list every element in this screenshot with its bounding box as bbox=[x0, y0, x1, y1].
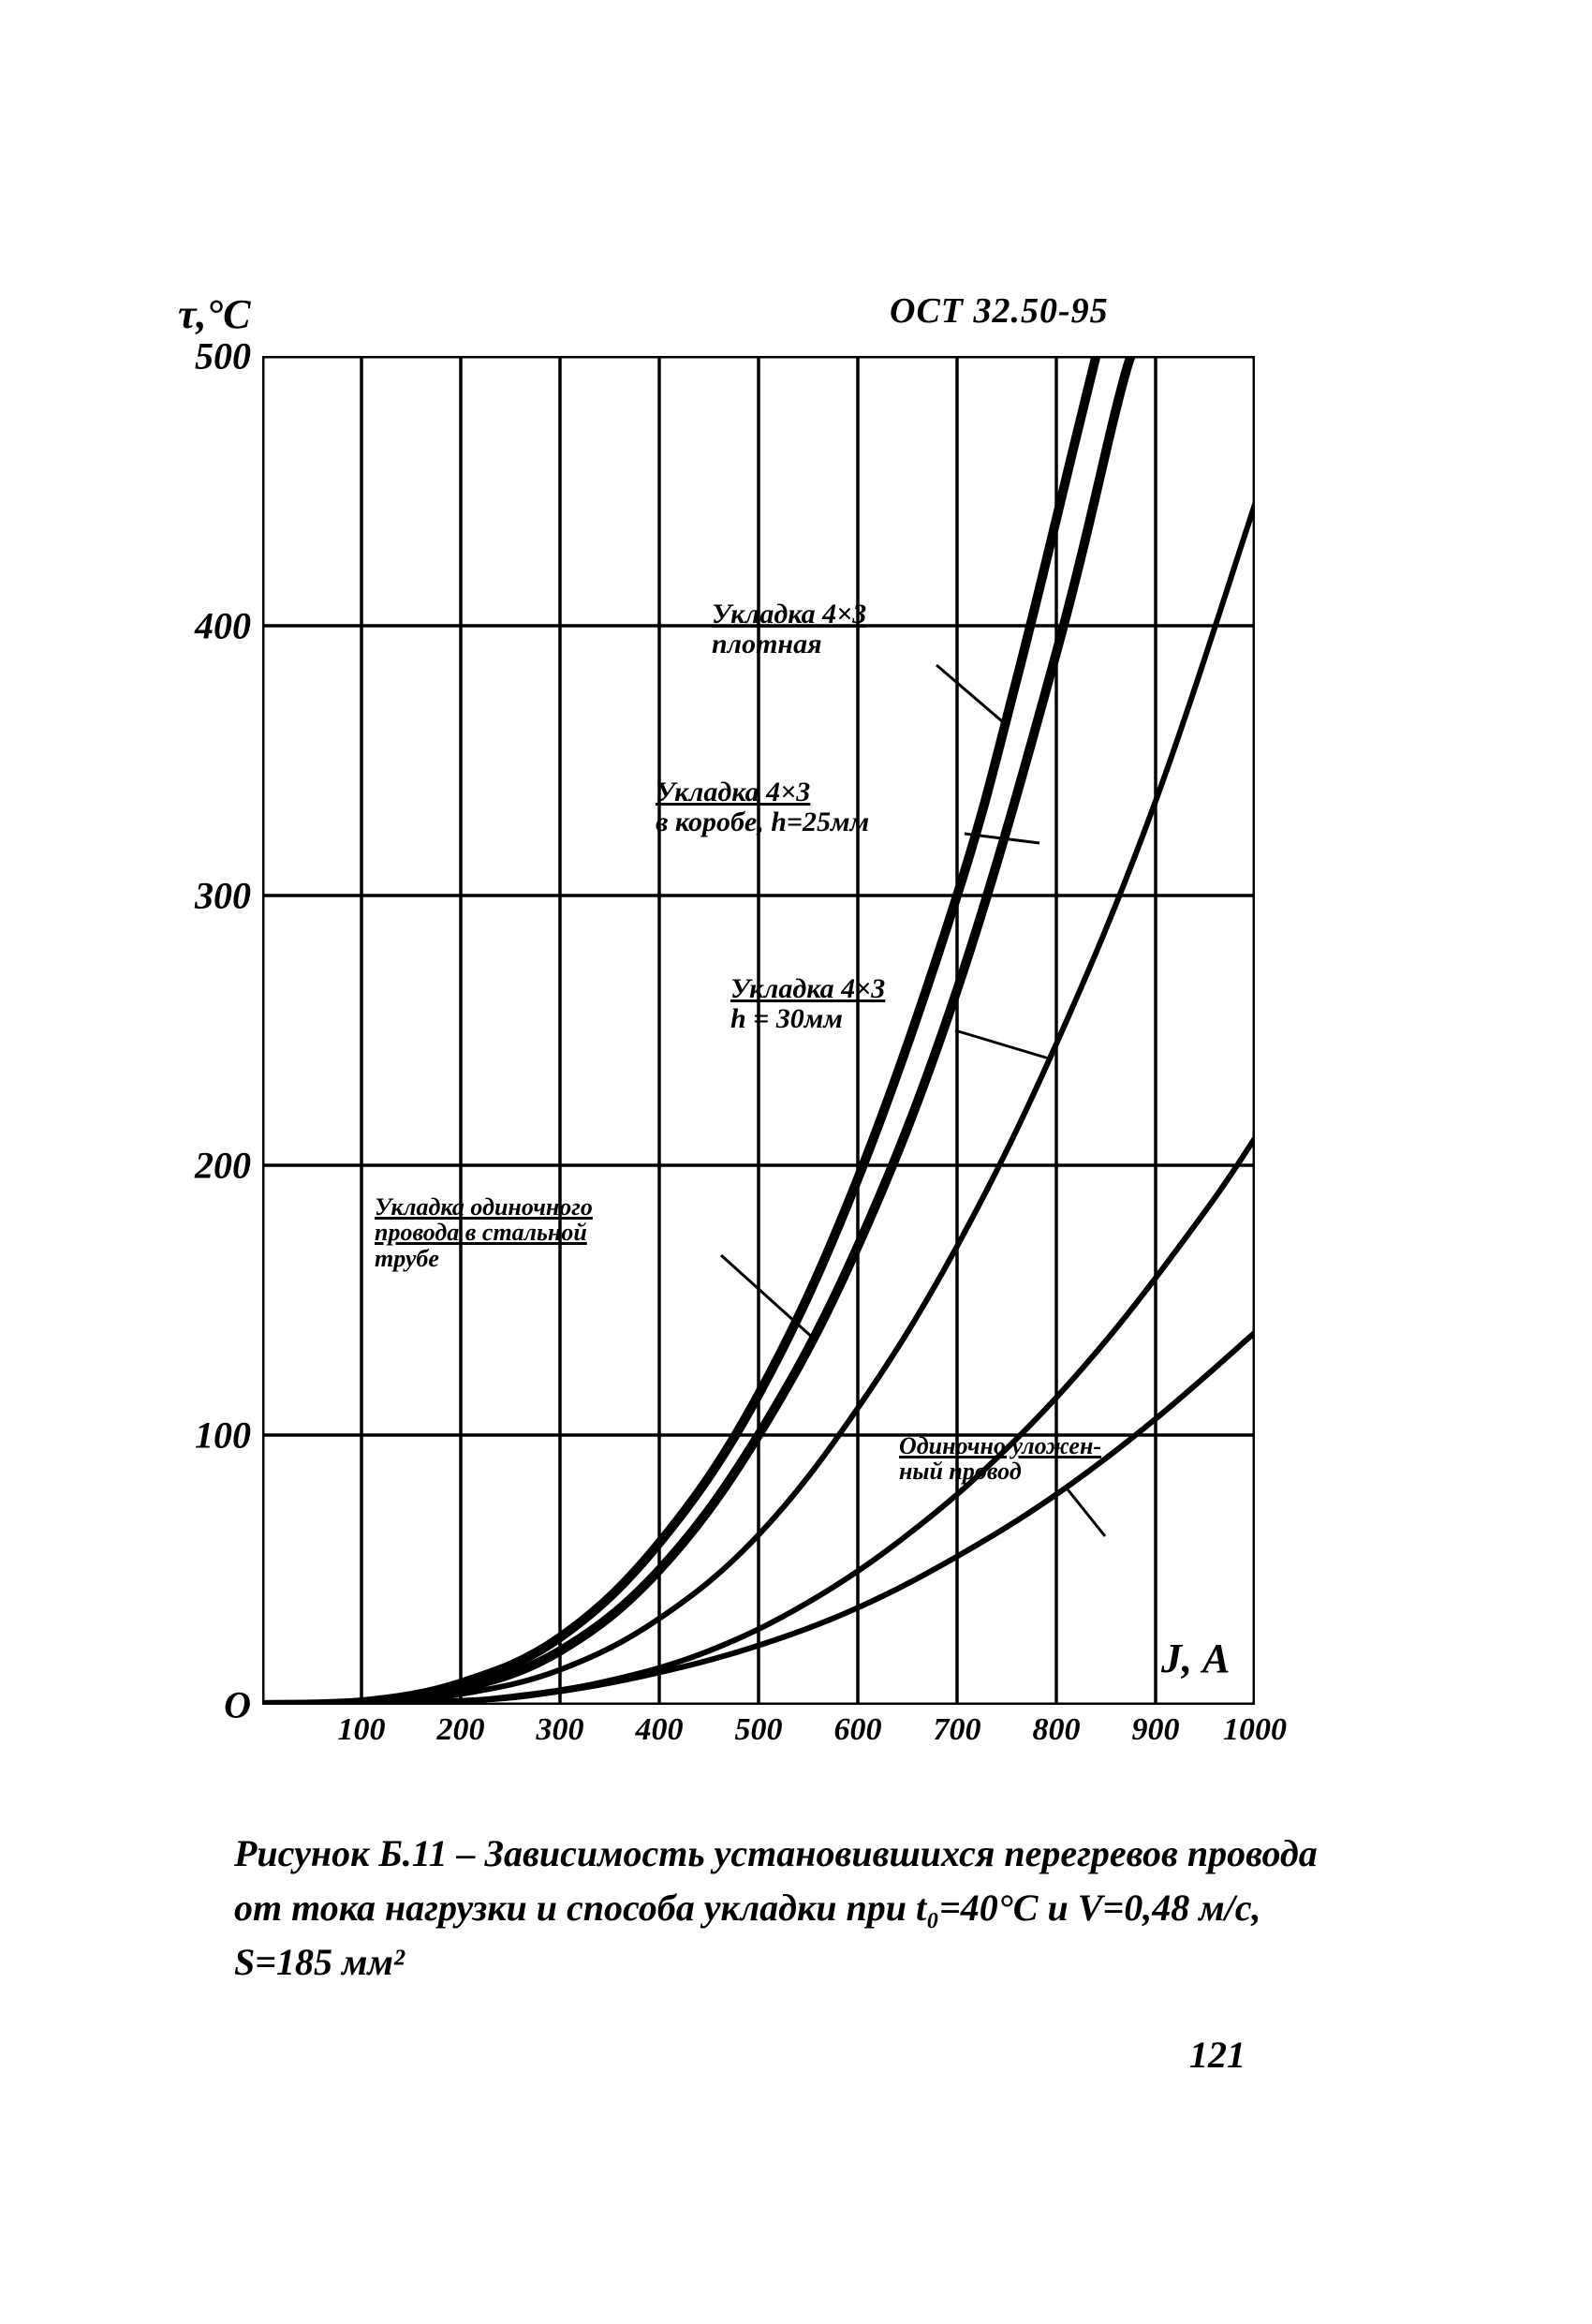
x-tick-label: 200 bbox=[437, 1712, 485, 1748]
page-number: 121 bbox=[1189, 2033, 1246, 2077]
standard-code-label: ОСТ 32.50-95 bbox=[890, 290, 1109, 332]
y-tick-label: 500 bbox=[195, 334, 251, 378]
x-tick-label: 700 bbox=[934, 1712, 981, 1748]
y-tick-label: О bbox=[224, 1683, 251, 1727]
x-tick-label: 500 bbox=[735, 1712, 783, 1748]
x-tick-label: 100 bbox=[338, 1712, 386, 1748]
figure-caption: Рисунок Б.11 – Зависимость установившихс… bbox=[234, 1827, 1358, 1990]
x-tick-label: 400 bbox=[636, 1712, 684, 1748]
x-tick-label: 800 bbox=[1033, 1712, 1081, 1748]
x-tick-label: 600 bbox=[834, 1712, 882, 1748]
page-root: ОСТ 32.50-95 τ,°С J, А О100200300400500 … bbox=[0, 0, 1592, 2324]
y-tick-label: 100 bbox=[195, 1414, 251, 1458]
y-axis-title: τ,°С bbox=[178, 290, 250, 338]
y-tick-label: 300 bbox=[195, 874, 251, 918]
series-annotation: Укладка одиночногопровода в стальнойтруб… bbox=[375, 1194, 593, 1271]
series-annotation: Укладка 4×3h = 30мм bbox=[730, 974, 885, 1033]
y-tick-label: 200 bbox=[195, 1144, 251, 1188]
caption-prefix: Рисунок Б.11 – bbox=[234, 1832, 485, 1874]
x-tick-label: 300 bbox=[537, 1712, 584, 1748]
series-annotation: Укладка 4×3плотная bbox=[712, 600, 866, 659]
x-axis-title: J, А bbox=[1161, 1635, 1230, 1682]
series-annotation: Одиночно уложен-ный провод bbox=[899, 1433, 1101, 1485]
y-tick-label: 400 bbox=[195, 604, 251, 648]
x-tick-label: 1000 bbox=[1223, 1712, 1287, 1748]
chart-area: ОСТ 32.50-95 τ,°С J, А О100200300400500 … bbox=[262, 356, 1255, 1705]
series-annotation: Укладка 4×3в коробе, h=25мм bbox=[656, 777, 869, 836]
x-tick-label: 900 bbox=[1132, 1712, 1180, 1748]
